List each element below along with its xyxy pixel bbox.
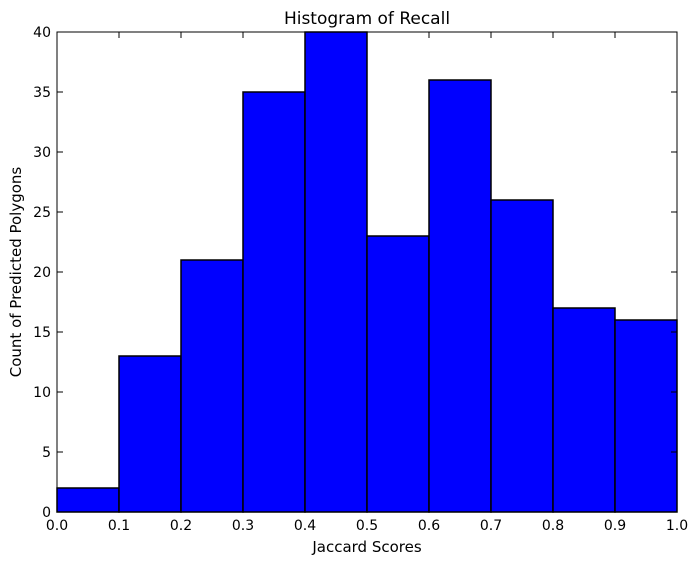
histogram-bar-8 [552, 307, 616, 513]
histogram-bar-0 [56, 487, 120, 513]
y-tick-label-5: 25 [33, 205, 51, 221]
bars-layer [56, 31, 678, 513]
histogram-bar-4 [304, 31, 368, 513]
y-tick-label-7: 35 [33, 85, 51, 101]
x-tick-label-9: 0.9 [604, 518, 626, 534]
x-axis-label: Jaccard Scores [311, 538, 422, 556]
x-tick-label-8: 0.8 [542, 518, 564, 534]
y-tick-label-1: 5 [42, 445, 51, 461]
x-tick-label-10: 1.0 [666, 518, 688, 534]
y-tick-label-8: 40 [33, 25, 51, 41]
histogram-bar-6 [428, 79, 492, 513]
y-axis-label: Count of Predicted Polygons [7, 167, 25, 378]
x-tick-label-1: 0.1 [108, 518, 130, 534]
plot-frame [56, 31, 678, 513]
y-tick-label-6: 30 [33, 145, 51, 161]
x-tick-label-4: 0.4 [294, 518, 316, 534]
histogram-bar-9 [614, 319, 678, 513]
x-tick-label-6: 0.6 [418, 518, 440, 534]
y-tick-label-3: 15 [33, 325, 51, 341]
tick-labels-layer: 0.0 0.1 0.2 0.3 0.4 0.5 0.6 0.7 0.8 0.9 1.0 0 5 10 15 2… [33, 25, 688, 534]
x-tick-label-3: 0.3 [232, 518, 254, 534]
histogram-bar-7 [490, 199, 554, 513]
chart-title: Histogram of Recall [284, 9, 450, 29]
x-tick-label-7: 0.7 [480, 518, 502, 534]
x-tick-label-5: 0.5 [356, 518, 378, 534]
histogram-bar-3 [242, 91, 306, 513]
x-tick-label-2: 0.2 [170, 518, 192, 534]
y-tick-label-0: 0 [42, 505, 51, 521]
histogram-bar-1 [118, 355, 182, 513]
histogram-bar-5 [366, 235, 430, 513]
y-tick-label-4: 20 [33, 265, 51, 281]
y-tick-label-2: 10 [33, 385, 51, 401]
histogram-bar-2 [180, 259, 244, 513]
x-tick-label-0: 0.0 [46, 518, 68, 534]
